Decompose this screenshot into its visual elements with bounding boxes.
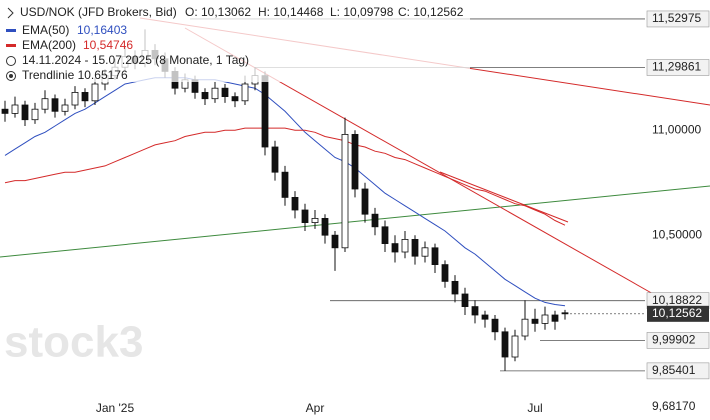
level-box <box>646 362 710 380</box>
trendline-red <box>439 171 569 223</box>
candle-body <box>541 314 549 324</box>
level-box <box>646 10 710 28</box>
candle-body <box>461 293 469 308</box>
y-tick-label: 10,18822 <box>652 293 702 307</box>
watermark: stock3 <box>4 318 143 367</box>
plot: 11,52975 11,29861 11,00000 10,50000 10,18822… <box>1 10 710 415</box>
y-tick-label: 10,50000 <box>652 227 702 241</box>
icon <box>7 7 14 19</box>
candle-body <box>421 247 429 257</box>
candle-body <box>391 243 399 253</box>
candle-body <box>551 314 559 322</box>
candle-body <box>371 213 379 228</box>
candle-body <box>531 318 539 324</box>
candle-body <box>481 314 489 320</box>
candle-body <box>411 238 419 257</box>
candle-body <box>21 104 29 121</box>
candle-body <box>491 318 499 333</box>
candle-body <box>381 226 389 245</box>
candle-body <box>281 171 289 198</box>
candle-body <box>1 108 9 114</box>
icon <box>6 56 16 66</box>
open: O: 10,13062 <box>185 5 251 19</box>
icon <box>6 71 16 81</box>
candle-body <box>511 335 519 358</box>
candle-body <box>331 234 339 249</box>
candle-body <box>271 146 279 173</box>
candle-body <box>81 92 89 102</box>
candle-body <box>291 196 299 211</box>
last-price-box <box>647 305 709 322</box>
close: C: 10,12562 <box>398 5 464 19</box>
y-tick-label: 11,29861 <box>652 60 701 74</box>
candle-body <box>11 104 19 114</box>
candle-body <box>211 87 219 100</box>
candle-body <box>201 92 209 100</box>
legend-bg <box>0 2 470 82</box>
candle-body <box>441 264 449 282</box>
low: L: 10,09798 <box>330 5 394 19</box>
x-tick-label: Jul <box>527 401 542 415</box>
candle-body <box>261 75 269 148</box>
legend-swatch <box>6 44 16 47</box>
y-tick-label: 9,85401 <box>652 363 696 377</box>
candle-body <box>91 83 99 102</box>
candle-body <box>221 87 229 97</box>
y-tick-label: 9,68170 <box>652 399 696 413</box>
y-tick-label: 9,99902 <box>652 333 696 347</box>
candle-body <box>301 209 309 223</box>
icon <box>9 74 13 78</box>
x-tick-label: Apr <box>306 401 325 415</box>
high: H: 10,14468 <box>258 5 324 19</box>
candle-body <box>361 188 369 215</box>
candle-body <box>241 83 249 102</box>
candle-body <box>41 98 49 110</box>
range: 14.11.2024 - 15.07.2025 (8 Monate, 1 Tag… <box>22 53 249 67</box>
y-tick-label: 11,00000 <box>652 122 701 136</box>
trendline-green <box>0 185 710 258</box>
candle-body <box>311 217 319 223</box>
level-box <box>646 332 710 349</box>
candle-body <box>401 238 409 253</box>
y-tick-label: 11,52975 <box>652 11 701 25</box>
legend-label: EMA(200) <box>22 38 76 52</box>
trendline-label: Trendlinie 10.65176 <box>22 68 128 82</box>
candle-body <box>231 96 239 102</box>
x-tick-label: Jan '25 <box>96 401 135 415</box>
legend-value: 10,54746 <box>83 38 133 52</box>
legend-value: 10,16403 <box>77 23 127 37</box>
candle-body <box>31 108 39 121</box>
level-box <box>646 59 710 76</box>
candle-body <box>521 318 529 337</box>
ema-line <box>4 127 566 226</box>
candle-body <box>71 92 79 106</box>
candle-body <box>471 306 479 316</box>
candle-body <box>341 133 349 249</box>
candle-body <box>321 217 329 236</box>
candle-body <box>51 98 59 112</box>
candle-body <box>61 104 69 112</box>
candle-body <box>561 312 569 315</box>
candle-body <box>451 280 459 295</box>
symbol: USD/NOK (JFD Brokers, Bid) <box>20 5 177 19</box>
candle-body <box>351 133 359 190</box>
legend: USD/NOK (JFD Brokers, Bid) O: 10,13062 H… <box>0 2 470 82</box>
candle-body <box>431 247 439 266</box>
candle-body <box>501 331 509 358</box>
legend-swatch <box>6 29 16 32</box>
last-price-label: 10,12562 <box>652 306 702 320</box>
legend-label: EMA(50) <box>22 23 69 37</box>
